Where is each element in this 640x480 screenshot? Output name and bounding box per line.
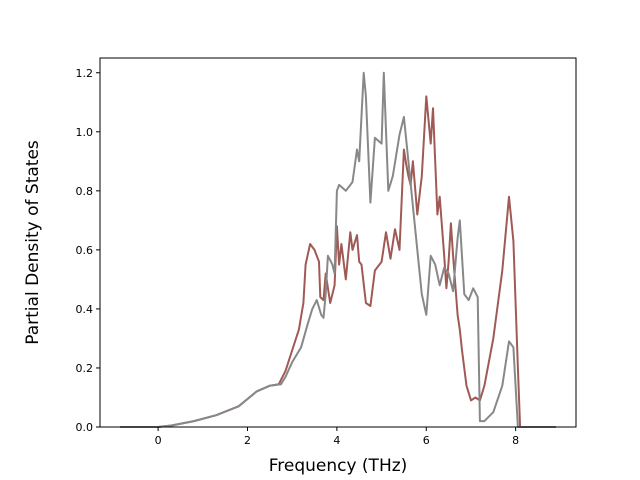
x-tick-label: 4 bbox=[333, 434, 340, 447]
y-tick-label: 1.0 bbox=[76, 126, 94, 139]
axes-frame bbox=[99, 57, 577, 428]
x-tick-label: 0 bbox=[155, 434, 162, 447]
y-tick-label: 0.6 bbox=[76, 244, 94, 257]
y-tick-label: 0.4 bbox=[76, 303, 94, 316]
y-tick-label: 0.8 bbox=[76, 185, 94, 198]
y-axis-ticks: 0.0 0.2 0.4 0.6 0.8 1.0 1.2 bbox=[76, 67, 100, 434]
series-line-1 bbox=[120, 95, 556, 428]
x-tick-label: 8 bbox=[512, 434, 519, 447]
y-tick-label: 0.2 bbox=[76, 362, 94, 375]
y-tick-label: 1.2 bbox=[76, 67, 94, 80]
y-tick-label: 0.0 bbox=[76, 421, 94, 434]
y-axis-label: Partial Density of States bbox=[23, 140, 43, 345]
x-tick-label: 2 bbox=[244, 434, 251, 447]
series-group bbox=[120, 71, 556, 428]
x-tick-label: 6 bbox=[423, 434, 430, 447]
x-axis-ticks: 0 2 4 6 8 bbox=[155, 427, 519, 447]
series-line-2 bbox=[120, 71, 556, 428]
plot-area bbox=[120, 71, 556, 428]
x-axis-label: Frequency (THz) bbox=[269, 456, 408, 476]
